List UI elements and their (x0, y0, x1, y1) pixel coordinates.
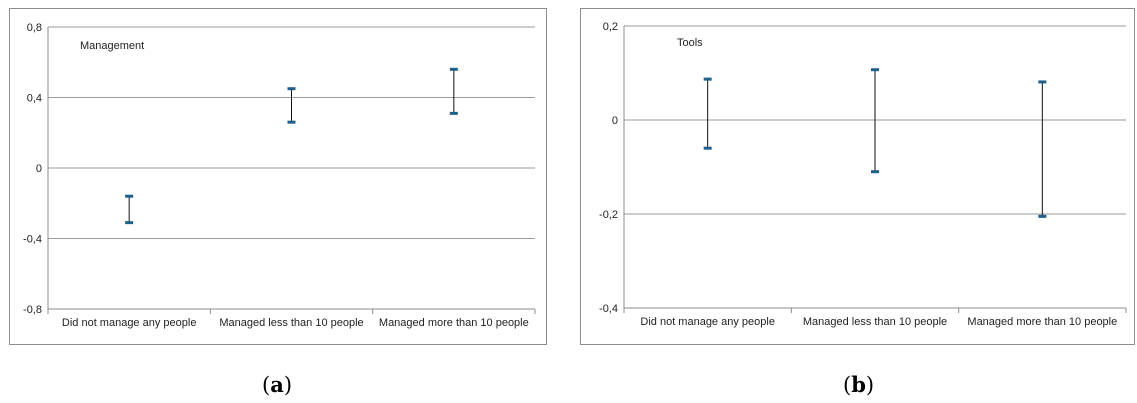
y-tick-label: 0,4 (27, 93, 42, 105)
caption-a-close: ) (283, 373, 293, 397)
y-tick-label: 0,2 (603, 21, 618, 33)
y-tick-label: -0,4 (599, 303, 618, 315)
x-tick-label: Did not manage any people (62, 317, 197, 329)
x-tick-label: Managed less than 10 people (219, 317, 363, 329)
chart-title: Management (80, 40, 144, 52)
caption-b-close: ) (865, 373, 875, 397)
caption-b: (b) (843, 372, 874, 397)
chart-management: -0,8 -0,4 0 0,4 0,8 Did not manage any people… (23, 22, 536, 329)
x-tick-label: Did not manage any people (640, 316, 775, 328)
chart-panel-tools: -0,4 -0,2 0 0,2 Did not manage any people Man… (580, 8, 1135, 345)
caption-a-label: a (270, 372, 284, 397)
x-tick-label: Managed more than 10 people (967, 316, 1117, 328)
caption-a: (a) (262, 372, 292, 397)
caption-b-label: b (851, 372, 866, 397)
y-tick-label: -0,2 (599, 209, 618, 221)
chart-panel-management: -0,8 -0,4 0 0,4 0,8 Did not manage any people… (9, 8, 547, 345)
y-tick-label: -0,4 (23, 234, 42, 246)
chart-tools: -0,4 -0,2 0 0,2 Did not manage any people Man… (599, 21, 1127, 328)
y-tick-label: -0,8 (23, 304, 42, 316)
x-tick-label: Managed less than 10 people (803, 316, 947, 328)
x-tick-label: Managed more than 10 people (379, 317, 529, 329)
y-tick-label: 0 (36, 163, 42, 175)
chart-title: Tools (677, 37, 703, 49)
y-tick-label: 0,8 (27, 22, 42, 34)
caption-b-open: ( (843, 373, 852, 397)
caption-a-open: ( (262, 373, 271, 397)
y-tick-label: 0 (612, 115, 618, 127)
